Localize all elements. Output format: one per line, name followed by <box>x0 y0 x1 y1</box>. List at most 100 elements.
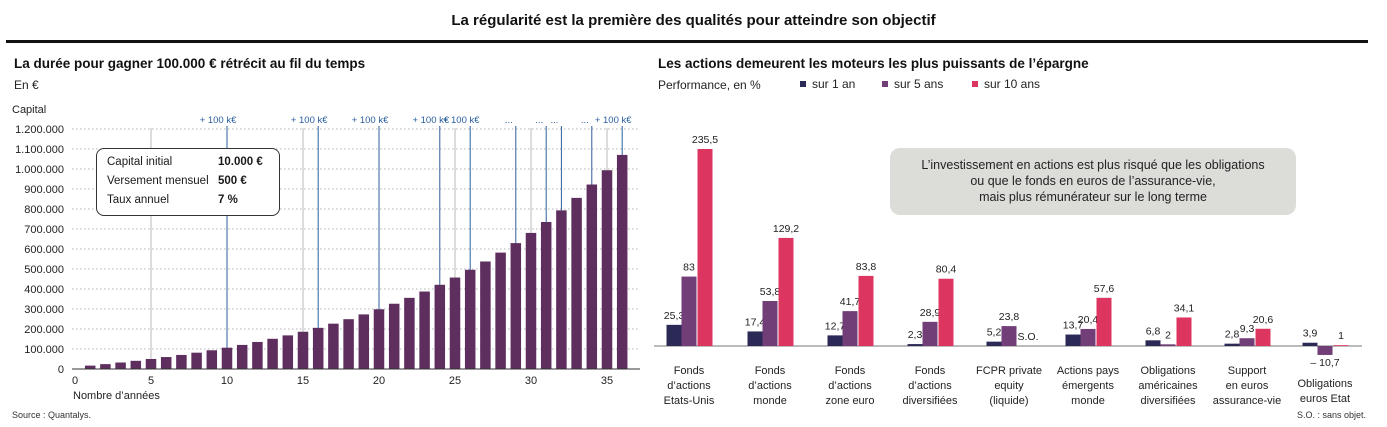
y-axis-title: Capital <box>12 104 46 116</box>
performance-bar <box>1302 342 1318 346</box>
capital-growth-chart: Capital 0 100.000 200.000 300.000 400.000 500.… <box>12 104 640 402</box>
performance-bar <box>907 344 923 346</box>
y-tick-label: 500.000 <box>24 264 64 276</box>
note-line-2: ou que le fonds en euros de l’assurance-… <box>970 174 1216 188</box>
y-tick-label: 100.000 <box>24 344 64 356</box>
title-rule <box>6 40 1368 43</box>
performance-bar <box>842 311 858 346</box>
performance-bar <box>1255 328 1271 346</box>
performance-bar <box>938 278 954 346</box>
x-tick-label: 25 <box>449 375 461 387</box>
milestone-label: ... <box>550 115 558 126</box>
source-note: Source : Quantalys. <box>12 410 92 420</box>
performance-bar <box>1176 317 1192 346</box>
performance-bar <box>986 341 1002 346</box>
capital-bar <box>556 210 567 369</box>
legend-5-years: sur 5 ans <box>882 77 943 91</box>
value-label: 9,3 <box>1240 323 1255 335</box>
capital-bar <box>434 284 446 369</box>
category-label: Fonds <box>674 365 705 377</box>
value-label: 25,3 <box>664 310 685 322</box>
capital-bar <box>84 365 96 369</box>
y-tick-label: 300.000 <box>24 304 64 316</box>
capital-bar <box>525 232 537 369</box>
performance-bar <box>778 237 794 346</box>
x-tick-label: 10 <box>221 375 233 387</box>
right-chart-subtitle: Performance, en % <box>658 78 761 92</box>
info-label-monthly: Versement mensuel <box>107 175 209 187</box>
capital-bar <box>221 347 233 369</box>
x-tick-label: 5 <box>148 375 154 387</box>
capital-bar <box>358 314 370 369</box>
value-label: 17,4 <box>745 316 766 328</box>
category-label: d’actions <box>748 380 792 392</box>
category-label: diversifiées <box>902 395 958 407</box>
value-label: 28,9 <box>920 307 941 319</box>
milestone-label: + 100 k€ <box>200 115 237 126</box>
x-tick-label: 30 <box>525 375 537 387</box>
performance-bar <box>1096 297 1112 346</box>
milestone-label: + 100 k€ <box>595 115 632 126</box>
category-label: en euros <box>1226 380 1269 392</box>
performance-bar <box>1160 344 1176 346</box>
info-value-capital: 10.000 € <box>218 156 263 168</box>
category-label: Fonds <box>915 365 946 377</box>
info-label-rate: Taux annuel <box>107 194 170 206</box>
value-label: 83 <box>683 262 695 274</box>
y-tick-label: 800.000 <box>24 204 64 216</box>
capital-bar <box>145 359 157 369</box>
performance-bar <box>681 276 697 346</box>
milestone-label: ... <box>535 115 543 126</box>
capital-bar <box>449 277 461 369</box>
category-label: FCPR private <box>976 365 1042 377</box>
value-label: 2,8 <box>1225 329 1240 341</box>
legend-10-years: sur 10 ans <box>972 77 1040 91</box>
value-label: 41,7 <box>840 296 861 308</box>
capital-bar <box>540 222 552 369</box>
category-label: diversifiées <box>1140 395 1196 407</box>
value-label: 129,2 <box>773 223 799 235</box>
capital-bar <box>160 357 172 369</box>
performance-bar <box>1239 338 1255 346</box>
info-label-capital: Capital initial <box>107 156 173 168</box>
value-label: 83,8 <box>856 261 877 273</box>
category-label: Actions pays <box>1057 365 1120 377</box>
capital-bar <box>495 252 506 369</box>
capital-bar <box>464 269 476 369</box>
info-value-rate: 7 % <box>218 194 238 206</box>
legend-label-10-years: sur 10 ans <box>984 77 1041 91</box>
category-label: assurance-vie <box>1213 395 1281 407</box>
category-label: Support <box>1228 365 1267 377</box>
capital-bar <box>510 243 522 369</box>
value-label: 20,4 <box>1078 314 1099 326</box>
y-tick-label: 1.100.000 <box>15 144 64 156</box>
milestone-label: + 100 k€ <box>443 115 480 126</box>
capital-bar <box>404 297 415 369</box>
note-line-3: mais plus rémunérateur sur le long terme <box>979 190 1207 204</box>
capital-bar <box>616 154 628 369</box>
y-tick-label: 1.200.000 <box>15 124 64 136</box>
category-label: Obligations <box>1140 365 1196 377</box>
value-label: 2 <box>1165 329 1171 341</box>
capital-bar <box>571 197 582 369</box>
legend-swatch-5-years <box>882 80 888 87</box>
category-label: (liquide) <box>989 395 1028 407</box>
legend-label-5-years: sur 5 ans <box>894 77 944 91</box>
value-label: 53,8 <box>760 286 781 298</box>
performance-bar <box>666 324 682 346</box>
value-label: 57,6 <box>1094 283 1115 295</box>
legend-1-year: sur 1 an <box>800 77 855 91</box>
y-tick-label: 1.000.000 <box>15 164 64 176</box>
category-label: d’actions <box>908 380 952 392</box>
category-label: equity <box>994 380 1024 392</box>
category-label: monde <box>753 395 787 407</box>
capital-bar <box>480 261 491 369</box>
value-label: 12,7 <box>825 320 846 332</box>
capital-bar <box>419 291 430 369</box>
value-label: – 10,7 <box>1310 357 1339 369</box>
milestone-label: ... <box>581 115 589 126</box>
value-label: 235,5 <box>692 134 718 146</box>
category-label: Fonds <box>755 365 786 377</box>
value-label: 80,4 <box>936 264 957 276</box>
right-chart-title: Les actions demeurent les moteurs les pl… <box>658 56 1089 71</box>
